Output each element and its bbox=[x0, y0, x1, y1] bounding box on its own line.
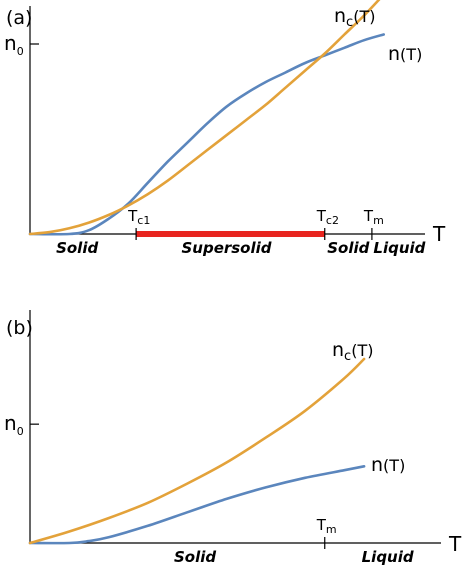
phase-label-liquid: Liquid bbox=[362, 548, 414, 566]
x-tick-label: Tm bbox=[316, 516, 337, 536]
phase-label-solid: Solid bbox=[56, 239, 98, 257]
series-label-n: n(T) bbox=[388, 43, 422, 65]
x-tick-label: Tm bbox=[363, 207, 384, 227]
series-nc-line bbox=[28, 0, 381, 236]
x-tick-label: Tc2 bbox=[316, 207, 339, 227]
series-nc-line bbox=[28, 357, 366, 545]
series-label-nc: nc(T) bbox=[334, 5, 375, 30]
y-tick-label: n0 bbox=[4, 31, 24, 58]
x-axis-label: T bbox=[432, 222, 446, 246]
panel-label: (b) bbox=[6, 317, 33, 339]
phase-label-solid: Solid bbox=[327, 239, 369, 257]
panel-label: (a) bbox=[6, 7, 32, 29]
y-tick-label: n0 bbox=[4, 411, 24, 438]
x-tick-label: Tc1 bbox=[127, 207, 150, 227]
series-n-line bbox=[28, 465, 366, 545]
x-axis-label: T bbox=[448, 532, 462, 556]
phase-label-supersolid: Supersolid bbox=[181, 239, 271, 257]
series-label-n: n(T) bbox=[371, 454, 405, 476]
series-n-line bbox=[28, 33, 385, 236]
phase-label-solid: Solid bbox=[174, 548, 216, 566]
panel-b: (b) Tn0 Tm Solid Liquid n(T) nc(T) bbox=[4, 310, 462, 566]
series-label-nc: nc(T) bbox=[332, 339, 373, 364]
phase-label-liquid: Liquid bbox=[373, 239, 425, 257]
